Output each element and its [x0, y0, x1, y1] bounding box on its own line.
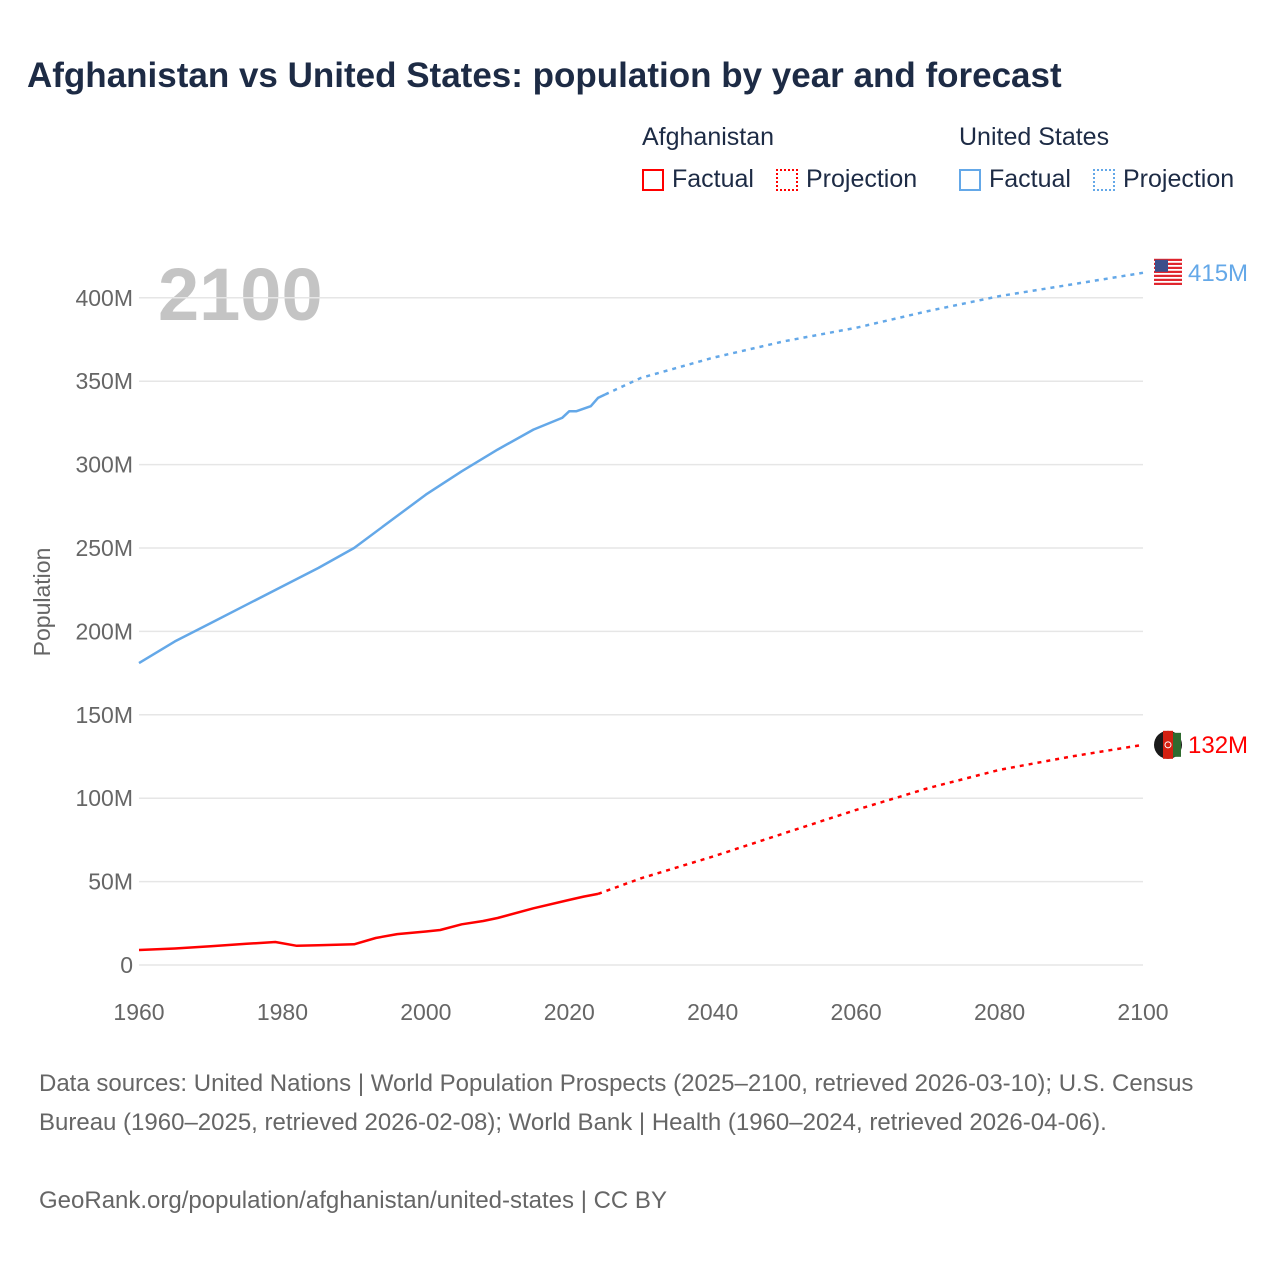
legend-group-afghanistan: Afghanistan [642, 123, 775, 151]
chart-title: Afghanistan vs United States: population… [27, 56, 1062, 95]
united-states-projection-line [604, 271, 1144, 396]
legend-swatch [776, 168, 798, 191]
y-tick-label: 350M [75, 368, 133, 394]
x-tick-label: 2060 [831, 999, 882, 1025]
afghanistan-projection-line [597, 743, 1144, 896]
x-tick-label: 2040 [687, 999, 738, 1025]
legend-swatch [1093, 168, 1115, 191]
x-tick-label: 2020 [544, 999, 595, 1025]
afghanistan-flag-stripe [1163, 730, 1173, 759]
x-tick-label: 2100 [1117, 999, 1168, 1025]
x-tick-label: 1980 [257, 999, 308, 1025]
legend-label: Projection [1123, 165, 1235, 193]
x-tick-label: 1960 [113, 999, 164, 1025]
us-flag-stripe [1154, 274, 1182, 277]
afghanistan-end-label: 132M [1188, 732, 1248, 759]
legend-label: Projection [806, 165, 918, 193]
y-tick-label: 100M [75, 785, 133, 811]
afghanistan-factual-line [138, 892, 599, 952]
x-tick-label: 2000 [400, 999, 451, 1025]
year-watermark: 2100 [158, 253, 323, 336]
y-tick-label: 300M [75, 452, 133, 478]
x-tick-label: 2080 [974, 999, 1025, 1025]
united-states-factual-line [138, 393, 606, 665]
y-tick-label: 0 [120, 952, 133, 978]
credit-link[interactable]: GeoRank.org/population/afghanistan/unite… [39, 1187, 667, 1214]
united-states-end-label: 415M [1188, 260, 1248, 287]
y-axis-label: Population [29, 548, 55, 657]
afghanistan-flag-stripe [1173, 732, 1181, 757]
y-tick-label: 250M [75, 535, 133, 561]
y-tick-label: 150M [75, 702, 133, 728]
legend-swatch [959, 168, 981, 191]
us-flag-stripe [1154, 282, 1182, 285]
y-tick-label: 50M [88, 869, 133, 895]
legend-group-united-states: United States [959, 123, 1110, 151]
afghanistan-flag-emblem [1164, 741, 1172, 749]
legend-afghanistan-factual[interactable]: Factual [642, 165, 754, 194]
legend-afghanistan-projection[interactable]: Projection [776, 165, 917, 194]
legend-label: Factual [672, 165, 754, 193]
data-sources: Data sources: United Nations | World Pop… [39, 1070, 1194, 1136]
us-flag-stripe [1154, 270, 1182, 273]
legend-label: Factual [989, 165, 1071, 193]
us-flag-stripe [1154, 278, 1182, 281]
legend-us-factual[interactable]: Factual [959, 165, 1071, 194]
y-tick-label: 200M [75, 618, 133, 644]
us-flag-canton [1155, 259, 1168, 272]
y-tick-label: 400M [75, 285, 133, 311]
legend-us-projection[interactable]: Projection [1093, 165, 1234, 194]
legend-swatch [642, 168, 664, 191]
